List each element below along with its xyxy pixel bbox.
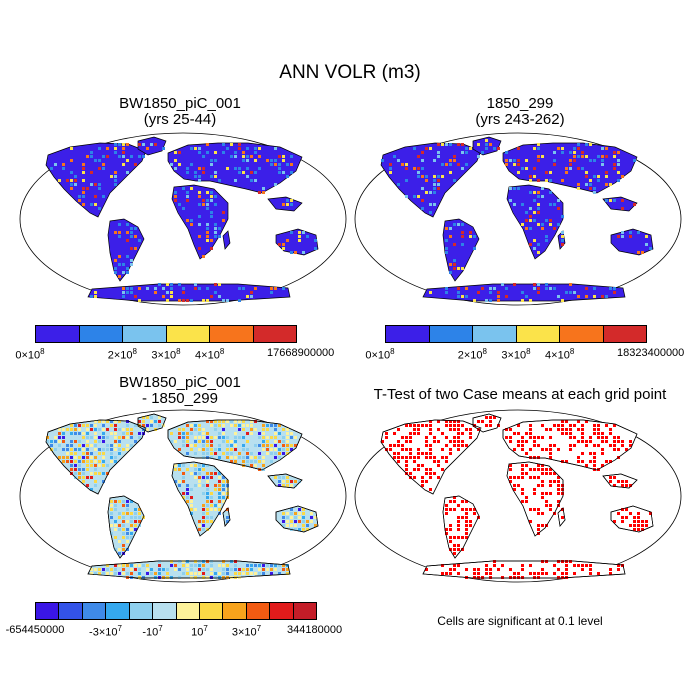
panel1-map bbox=[19, 132, 347, 306]
panel2-title-line1: 1850_299 bbox=[486, 95, 554, 112]
colorbar-swatch bbox=[560, 326, 604, 342]
colorbar-swatch bbox=[603, 326, 646, 342]
panel2-colorbar bbox=[385, 325, 647, 343]
panel1-title-line1: BW1850_piC_001 bbox=[119, 95, 241, 112]
colorbar-tick-label: 3×108 bbox=[501, 347, 531, 362]
colorbar-swatch bbox=[176, 603, 200, 619]
panel1-title-line2: (yrs 25-44) bbox=[143, 111, 217, 128]
colorbar-tick-label: -3×107 bbox=[89, 624, 122, 639]
colorbar-tick-label: -654450000 bbox=[5, 624, 65, 636]
panel2-title-line2: (yrs 243-262) bbox=[475, 111, 565, 128]
panel4-title: T-Test of two Case means at each grid po… bbox=[373, 386, 667, 403]
colorbar-swatch bbox=[59, 603, 83, 619]
panel3-title-line1: BW1850_piC_001 bbox=[119, 374, 241, 391]
colorbar-swatch bbox=[270, 603, 294, 619]
colorbar-swatch bbox=[153, 603, 177, 619]
colorbar-swatch bbox=[246, 603, 271, 619]
landmass bbox=[222, 230, 231, 250]
panel3-colorbar bbox=[35, 602, 317, 620]
colorbar-tick-label: 17668900000 bbox=[267, 347, 335, 359]
colorbar-tick-label: 344180000 bbox=[287, 624, 343, 636]
colorbar-swatch bbox=[123, 326, 167, 342]
colorbar-swatch bbox=[199, 603, 224, 619]
significance-note: Cells are significant at 0.1 level bbox=[437, 614, 603, 628]
colorbar-swatch bbox=[386, 326, 430, 342]
colorbar-swatch bbox=[36, 603, 60, 619]
panel2-map bbox=[354, 132, 682, 306]
panel1-title: BW1850_piC_001 (yrs 25-44) bbox=[60, 96, 300, 128]
colorbar-tick-label: 0×108 bbox=[15, 347, 45, 362]
data-cells bbox=[50, 143, 317, 302]
colorbar-swatch bbox=[79, 326, 123, 342]
colorbar-swatch bbox=[516, 326, 560, 342]
colorbar-swatch bbox=[82, 603, 107, 619]
colorbar-swatch bbox=[166, 326, 210, 342]
colorbar-tick-label: 18323400000 bbox=[617, 347, 685, 359]
colorbar-swatch bbox=[253, 326, 296, 342]
colorbar-tick-label: 4×108 bbox=[195, 347, 225, 362]
panel3-map bbox=[19, 409, 347, 583]
colorbar-tick-label: 107 bbox=[191, 624, 208, 639]
colorbar-swatch bbox=[106, 603, 130, 619]
panel3-title-line2: - 1850_299 bbox=[142, 390, 218, 407]
data-cells bbox=[46, 416, 317, 579]
figure-title: ANN VOLR (m3) bbox=[279, 62, 421, 83]
colorbar-tick-label: 3×107 bbox=[231, 624, 262, 639]
colorbar-tick-label: 4×108 bbox=[545, 347, 575, 362]
panel1-colorbar bbox=[35, 325, 297, 343]
colorbar-tick-label: 0×108 bbox=[365, 347, 395, 362]
panel2-title: 1850_299 (yrs 243-262) bbox=[400, 96, 640, 128]
colorbar-swatch bbox=[429, 326, 473, 342]
colorbar-swatch bbox=[223, 603, 247, 619]
colorbar-swatch bbox=[210, 326, 254, 342]
data-cells bbox=[381, 139, 652, 302]
colorbar-tick-label: 2×108 bbox=[457, 347, 487, 362]
colorbar-swatch bbox=[36, 326, 80, 342]
colorbar-swatch bbox=[129, 603, 154, 619]
colorbar-tick-label: -107 bbox=[142, 624, 163, 639]
colorbar-swatch bbox=[473, 326, 517, 342]
colorbar-swatch bbox=[293, 603, 317, 619]
panel3-title: BW1850_piC_001 - 1850_299 bbox=[60, 375, 300, 407]
panel4-map bbox=[354, 409, 682, 583]
colorbar-tick-label: 3×108 bbox=[151, 347, 181, 362]
colorbar-tick-label: 2×108 bbox=[107, 347, 137, 362]
